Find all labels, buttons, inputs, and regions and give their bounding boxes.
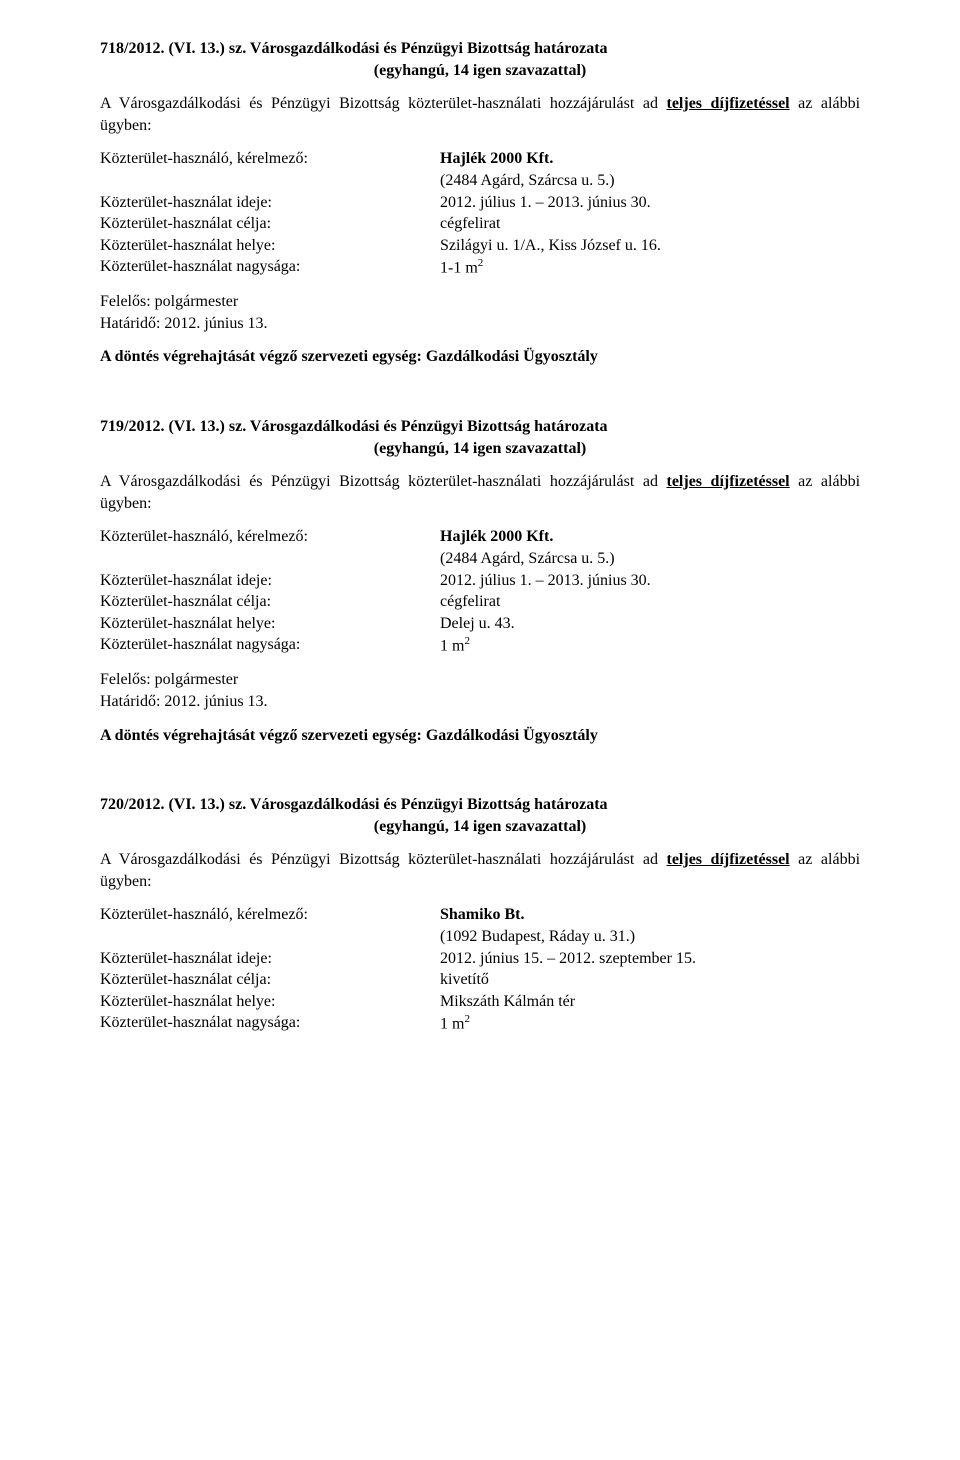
resolution-720-header: 720/2012. (VI. 13.) sz. Városgazdálkodás…: [100, 794, 860, 837]
kv-sup: 2: [478, 257, 484, 269]
kv-label: Közterület-használó, kérelmező:: [100, 526, 440, 548]
kv-value-text: 1 m: [440, 638, 464, 655]
kv-label: [100, 170, 440, 192]
kv-label: Közterület-használat ideje:: [100, 948, 440, 970]
kv-value: Delej u. 43.: [440, 613, 860, 635]
kv-value: 1 m2: [440, 1012, 860, 1035]
kv-value-bold: Hajlék 2000 Kft.: [440, 150, 553, 167]
resolution-720-details: Közterület-használó, kérelmező: Shamiko …: [100, 904, 860, 1035]
kv-row: Közterület-használat ideje: 2012. július…: [100, 192, 860, 214]
kv-label: Közterület-használó, kérelmező:: [100, 904, 440, 926]
deadline: Határidő: 2012. június 13.: [100, 691, 860, 713]
kv-label: Közterület-használat célja:: [100, 969, 440, 991]
kv-value-text: 1 m: [440, 1016, 464, 1033]
kv-row: Közterület-használat helye: Szilágyi u. …: [100, 235, 860, 257]
kv-row: (2484 Agárd, Szárcsa u. 5.): [100, 548, 860, 570]
resolution-718-signoff: Felelős: polgármester Határidő: 2012. jú…: [100, 291, 860, 334]
kv-row: Közterület-használat nagysága: 1-1 m2: [100, 256, 860, 279]
para-text: A Városgazdálkodási és Pénzügyi Bizottsá…: [100, 851, 666, 868]
resolution-719-title: 719/2012. (VI. 13.) sz. Városgazdálkodás…: [100, 416, 860, 438]
kv-value: (2484 Agárd, Szárcsa u. 5.): [440, 170, 860, 192]
para-text: A Városgazdálkodási és Pénzügyi Bizottsá…: [100, 473, 666, 490]
kv-row: Közterület-használó, kérelmező: Hajlék 2…: [100, 148, 860, 170]
kv-value: Szilágyi u. 1/A., Kiss József u. 16.: [440, 235, 860, 257]
resolution-720-vote: (egyhangú, 14 igen szavazattal): [100, 816, 860, 838]
kv-row: Közterület-használat nagysága: 1 m2: [100, 1012, 860, 1035]
resolution-719-paragraph: A Városgazdálkodási és Pénzügyi Bizottsá…: [100, 471, 860, 514]
para-underline: teljes díjfizetéssel: [666, 851, 789, 868]
kv-row: Közterület-használó, kérelmező: Shamiko …: [100, 904, 860, 926]
kv-label: [100, 926, 440, 948]
kv-value: 2012. június 15. – 2012. szeptember 15.: [440, 948, 860, 970]
para-underline: teljes díjfizetéssel: [666, 95, 789, 112]
resolution-719-details: Közterület-használó, kérelmező: Hajlék 2…: [100, 526, 860, 657]
kv-row: Közterület-használat célja: cégfelirat: [100, 213, 860, 235]
para-bold: teljes díjfizetéssel: [666, 851, 789, 868]
kv-label: Közterület-használat ideje:: [100, 570, 440, 592]
deadline: Határidő: 2012. június 13.: [100, 313, 860, 335]
kv-label: [100, 548, 440, 570]
kv-value: (1092 Budapest, Ráday u. 31.): [440, 926, 860, 948]
kv-value: 2012. július 1. – 2013. június 30.: [440, 570, 860, 592]
kv-value: 1-1 m2: [440, 256, 860, 279]
kv-row: Közterület-használat nagysága: 1 m2: [100, 634, 860, 657]
kv-label: Közterület-használat helye:: [100, 235, 440, 257]
resolution-718-executor: A döntés végrehajtását végző szervezeti …: [100, 346, 860, 368]
kv-label: Közterület-használó, kérelmező:: [100, 148, 440, 170]
kv-label: Közterület-használat ideje:: [100, 192, 440, 214]
para-bold: teljes díjfizetéssel: [666, 473, 789, 490]
kv-label: Közterület-használat nagysága:: [100, 256, 440, 279]
kv-value: kivetítő: [440, 969, 860, 991]
kv-label: Közterület-használat helye:: [100, 613, 440, 635]
kv-sup: 2: [464, 1013, 470, 1025]
resolution-720-title: 720/2012. (VI. 13.) sz. Városgazdálkodás…: [100, 794, 860, 816]
kv-row: Közterület-használat helye: Delej u. 43.: [100, 613, 860, 635]
kv-label: Közterület-használat célja:: [100, 591, 440, 613]
spacer: [100, 396, 860, 416]
resolution-718-title: 718/2012. (VI. 13.) sz. Városgazdálkodás…: [100, 38, 860, 60]
kv-label: Közterület-használat nagysága:: [100, 634, 440, 657]
kv-row: Közterület-használat helye: Mikszáth Kál…: [100, 991, 860, 1013]
resolution-718-details: Közterület-használó, kérelmező: Hajlék 2…: [100, 148, 860, 279]
kv-row: (2484 Agárd, Szárcsa u. 5.): [100, 170, 860, 192]
responsible: Felelős: polgármester: [100, 669, 860, 691]
kv-label: Közterület-használat nagysága:: [100, 1012, 440, 1035]
resolution-719-signoff: Felelős: polgármester Határidő: 2012. jú…: [100, 669, 860, 712]
kv-row: Közterület-használat célja: cégfelirat: [100, 591, 860, 613]
page: 718/2012. (VI. 13.) sz. Városgazdálkodás…: [0, 0, 960, 1460]
resolution-718-paragraph: A Városgazdálkodási és Pénzügyi Bizottsá…: [100, 93, 860, 136]
resolution-720-paragraph: A Városgazdálkodási és Pénzügyi Bizottsá…: [100, 849, 860, 892]
kv-row: Közterület-használat ideje: 2012. június…: [100, 948, 860, 970]
kv-value-text: 1-1 m: [440, 260, 478, 277]
kv-sup: 2: [464, 635, 470, 647]
kv-value: Shamiko Bt.: [440, 904, 860, 926]
kv-value: 1 m2: [440, 634, 860, 657]
resolution-719-executor: A döntés végrehajtását végző szervezeti …: [100, 725, 860, 747]
spacer: [100, 774, 860, 794]
kv-value: Mikszáth Kálmán tér: [440, 991, 860, 1013]
kv-row: Közterület-használat ideje: 2012. július…: [100, 570, 860, 592]
kv-value: cégfelirat: [440, 591, 860, 613]
para-underline: teljes díjfizetéssel: [666, 473, 789, 490]
para-text: A Városgazdálkodási és Pénzügyi Bizottsá…: [100, 95, 666, 112]
kv-label: Közterület-használat célja:: [100, 213, 440, 235]
kv-row: (1092 Budapest, Ráday u. 31.): [100, 926, 860, 948]
para-bold: teljes díjfizetéssel: [666, 95, 789, 112]
kv-value-bold: Hajlék 2000 Kft.: [440, 528, 553, 545]
kv-value: 2012. július 1. – 2013. június 30.: [440, 192, 860, 214]
resolution-718-vote: (egyhangú, 14 igen szavazattal): [100, 60, 860, 82]
kv-value-bold: Shamiko Bt.: [440, 906, 524, 923]
kv-row: Közterület-használó, kérelmező: Hajlék 2…: [100, 526, 860, 548]
kv-value: Hajlék 2000 Kft.: [440, 526, 860, 548]
responsible: Felelős: polgármester: [100, 291, 860, 313]
kv-value: Hajlék 2000 Kft.: [440, 148, 860, 170]
resolution-719-header: 719/2012. (VI. 13.) sz. Városgazdálkodás…: [100, 416, 860, 459]
kv-value: cégfelirat: [440, 213, 860, 235]
resolution-719-vote: (egyhangú, 14 igen szavazattal): [100, 438, 860, 460]
kv-value: (2484 Agárd, Szárcsa u. 5.): [440, 548, 860, 570]
kv-row: Közterület-használat célja: kivetítő: [100, 969, 860, 991]
resolution-718-header: 718/2012. (VI. 13.) sz. Városgazdálkodás…: [100, 38, 860, 81]
kv-label: Közterület-használat helye:: [100, 991, 440, 1013]
